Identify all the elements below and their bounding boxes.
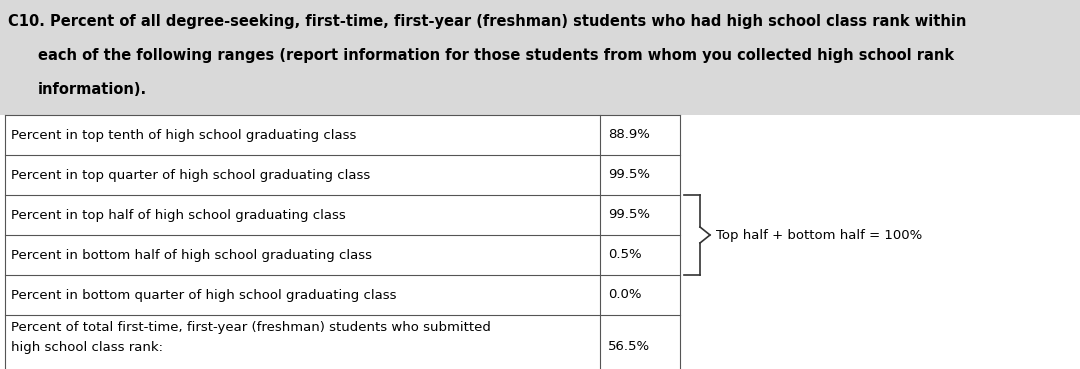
Text: Percent of total first-time, first-year (freshman) students who submitted: Percent of total first-time, first-year … [11,321,491,334]
Text: 0.5%: 0.5% [608,248,642,262]
Text: Percent in bottom half of high school graduating class: Percent in bottom half of high school gr… [11,248,372,262]
Text: information).: information). [38,82,147,97]
Text: 0.0%: 0.0% [608,289,642,301]
Text: C10. Percent of all degree-seeking, first-time, first-year (freshman) students w: C10. Percent of all degree-seeking, firs… [8,14,967,29]
Text: each of the following ranges (report information for those students from whom yo: each of the following ranges (report inf… [38,48,954,63]
Text: Top half + bottom half = 100%: Top half + bottom half = 100% [716,228,922,241]
Text: Percent in top half of high school graduating class: Percent in top half of high school gradu… [11,208,346,221]
Bar [0,0,1080,115]
Text: Percent in top tenth of high school graduating class: Percent in top tenth of high school grad… [11,128,356,141]
Text: 56.5%: 56.5% [608,341,650,354]
Text: Percent in top quarter of high school graduating class: Percent in top quarter of high school gr… [11,169,370,182]
Text: 88.9%: 88.9% [608,128,650,141]
Text: 99.5%: 99.5% [608,208,650,221]
Bar [5,115,680,367]
Text: high school class rank:: high school class rank: [11,341,163,354]
Text: Percent in bottom quarter of high school graduating class: Percent in bottom quarter of high school… [11,289,396,301]
Text: 99.5%: 99.5% [608,169,650,182]
